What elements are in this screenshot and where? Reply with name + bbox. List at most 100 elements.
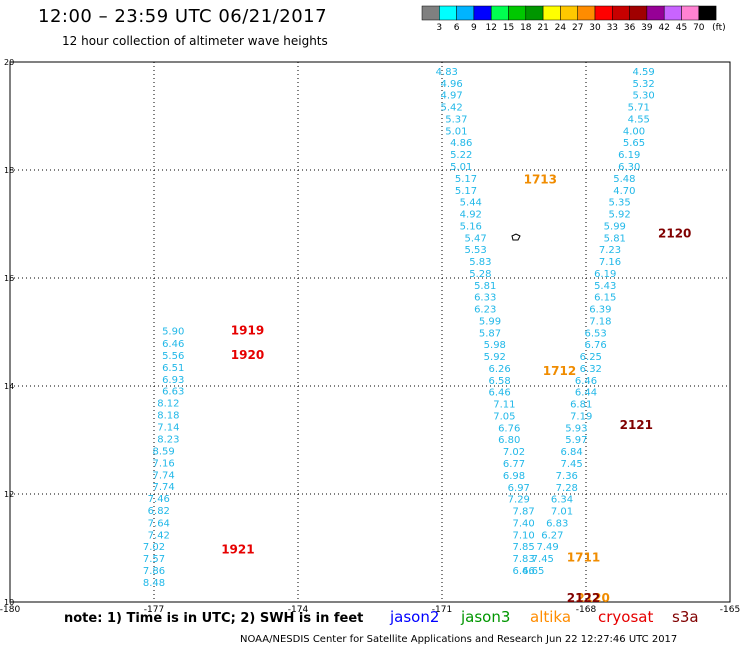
swh-value: 7.46 [148,494,170,505]
colorbar-label: 45 [676,23,687,33]
pass-time-label: 1711 [567,551,600,565]
colorbar-swatch [698,5,717,21]
swh-value: 7.16 [599,257,621,268]
swh-value: 5.22 [450,150,472,161]
colorbar-label: 24 [555,23,567,33]
swh-value: 6.34 [551,495,573,506]
swh-value: 5.44 [460,198,482,209]
pass-time-label: 1712 [543,364,576,378]
swh-value: 6.46 [488,388,510,399]
colorbar-label: 15 [503,23,514,33]
swh-value: 5.93 [565,423,587,434]
swh-value: 6.77 [503,459,525,470]
swh-value: 4.92 [460,210,482,221]
swh-value: 7.29 [508,495,530,506]
swh-value: 6.76 [584,340,606,351]
swh-value: 6.58 [488,376,510,387]
swh-value: 6.93 [162,375,184,386]
swh-value: 6.97 [508,483,530,494]
swh-value: 5.16 [460,221,482,232]
swh-value: 5.71 [628,103,650,114]
x-tick-label: -177 [144,605,164,615]
swh-value: 6.30 [618,162,640,173]
swh-value: 5.28 [469,269,491,280]
pass-time-label: 2120 [658,227,691,241]
color-scale-legend: 3 6 9 12 15 18 21 24 27 30 33 36 39 42 45 70 (ft) [421,5,726,33]
swh-value: 7.02 [143,542,165,553]
swh-value: 6.19 [618,150,640,161]
swh-value: 7.57 [143,554,165,565]
island-outline [511,233,521,241]
swh-value: 7.19 [570,411,592,422]
swh-value: 6.63 [162,387,184,398]
x-tick-label: -168 [576,605,597,615]
swh-value: 5.87 [479,328,501,339]
swh-value: 7.18 [589,316,611,327]
map-title: 12:00 – 23:59 UTC 06/21/2017 [38,6,328,27]
swh-value: 5.32 [632,79,654,90]
swh-value: 5.37 [445,114,467,125]
credit-line: NOAA/NESDIS Center for Satellite Applica… [240,634,678,645]
y-tick-label: 18 [4,166,14,175]
swh-value: 6.27 [541,530,563,541]
swh-value: 8.12 [157,399,179,410]
pass-time-label: 1713 [524,173,557,187]
footer-note: note: 1) Time is in UTC; 2) SWH is in fe… [64,611,364,626]
swh-value: 6.53 [584,328,606,339]
swh-value: 8.48 [143,578,165,589]
swh-value: 6.23 [474,305,496,316]
colorbar-unit: (ft) [712,23,726,33]
grid-lines [10,62,730,602]
swh-value: 5.98 [484,340,506,351]
swh-value: 7.16 [152,458,174,469]
swh-value: 7.49 [536,542,558,553]
mission-altika: altika [530,608,572,626]
swh-value: 4.70 [613,186,635,197]
swh-value: 7.23 [599,245,621,256]
y-tick-label: 16 [4,274,14,283]
swh-value: 6.39 [589,305,611,316]
swh-value: 7.74 [152,470,174,481]
colorbar-label: 18 [520,23,532,33]
pass-time-label: 1919 [231,324,264,338]
swh-value: 6.83 [546,518,568,529]
pass-time-label: 2121 [620,418,653,432]
y-tick-label: 14 [4,382,14,391]
swh-value: 7.36 [556,471,578,482]
swh-value: 4.97 [440,91,462,102]
swh-value: 6.98 [503,471,525,482]
swh-value: 6.46 [162,339,184,350]
colorbar-label: 9 [471,23,477,33]
swh-value: 6.80 [498,435,520,446]
swh-value: 7.85 [512,542,534,553]
colorbar-label: 39 [641,23,653,33]
swh-value: 8.59 [152,447,174,458]
swh-value: 5.81 [604,233,626,244]
x-tick-label: -180 [0,605,20,615]
swh-value: 7.01 [551,507,573,518]
swh-value: 4.86 [450,138,472,149]
y-tick-label: 20 [4,58,14,67]
pass-time-label: 2120 [576,591,609,605]
swh-value: 5.17 [455,174,477,185]
swh-value: 6.32 [580,364,602,375]
swh-value: 6.25 [580,352,602,363]
pass-time-label: 1921 [221,542,254,556]
map-frame [9,61,731,603]
swh-value: 4.96 [440,79,462,90]
x-tick-label: -174 [288,605,309,615]
swh-value: 7.86 [143,566,165,577]
swh-value: 7.45 [532,554,554,565]
mission-cryosat: cryosat [598,608,654,626]
swh-value: 5.56 [162,351,184,362]
swh-value: 5.81 [474,281,496,292]
swh-value: 7.05 [493,411,515,422]
swh-value: 5.97 [565,435,587,446]
swh-value: 6.82 [148,506,170,517]
x-tick-label: -171 [432,605,452,615]
swh-value: 7.64 [148,518,170,529]
swh-value: 7.28 [556,483,578,494]
colorbar-label: 3 [436,23,442,33]
swh-value: 4.83 [436,67,458,78]
